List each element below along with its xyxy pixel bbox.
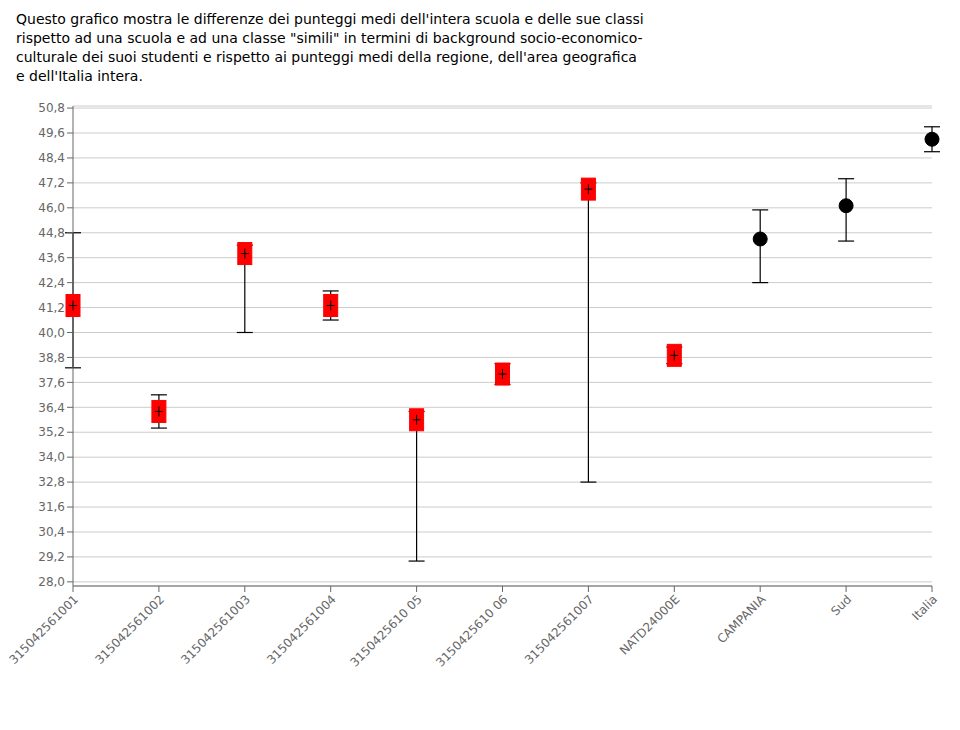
svg-text:37,6: 37,6	[38, 376, 65, 390]
html-text:e dell'Italia intera.: e dell'Italia intera.	[16, 68, 143, 84]
svg-text:315042561002: 315042561002	[92, 592, 167, 667]
svg-text:Sud: Sud	[828, 592, 854, 618]
svg-text:41,2: 41,2	[38, 301, 65, 315]
svg-text:32,8: 32,8	[38, 475, 65, 489]
svg-text:42,4: 42,4	[38, 276, 65, 290]
svg-text:40,0: 40,0	[38, 326, 65, 340]
svg-text:44,8: 44,8	[38, 226, 65, 240]
svg-text:49,6: 49,6	[38, 126, 65, 140]
svg-text:CAMPANIA: CAMPANIA	[714, 592, 769, 647]
svg-text:35,2: 35,2	[38, 425, 65, 439]
svg-text:315042561007: 315042561007	[522, 592, 597, 667]
svg-text:47,2: 47,2	[38, 176, 65, 190]
html-text:culturale dei suoi studenti e: culturale dei suoi studenti e rispetto a…	[16, 49, 637, 65]
svg-text:3150425610 05: 3150425610 05	[347, 592, 424, 669]
svg-text:Italia: Italia	[909, 592, 940, 623]
svg-text:38,8: 38,8	[38, 351, 65, 365]
svg-text:315042561004: 315042561004	[264, 592, 339, 667]
svg-text:48,4: 48,4	[38, 151, 65, 165]
html-text:Questo grafico mostra le diffe: Questo grafico mostra le differenze dei …	[16, 11, 644, 27]
svg-text:34,0: 34,0	[38, 450, 65, 464]
svg-text:29,2: 29,2	[38, 550, 65, 564]
html-text:rispetto ad una scuola e ad un: rispetto ad una scuola e ad una classe "…	[16, 30, 643, 46]
svg-text:36,4: 36,4	[38, 401, 65, 415]
svg-text:28,0: 28,0	[38, 575, 65, 589]
svg-text:30,4: 30,4	[38, 525, 65, 539]
svg-text:31,6: 31,6	[38, 500, 65, 514]
svg-text:46,0: 46,0	[38, 201, 65, 215]
svg-text:315042561003: 315042561003	[178, 592, 253, 667]
svg-text:50,8: 50,8	[38, 101, 65, 115]
svg-text:3150425610 06: 3150425610 06	[433, 592, 510, 669]
svg-text:NATD24000E: NATD24000E	[617, 592, 682, 657]
svg-text:315042561001: 315042561001	[8, 592, 81, 667]
svg-text:43,6: 43,6	[38, 251, 65, 265]
